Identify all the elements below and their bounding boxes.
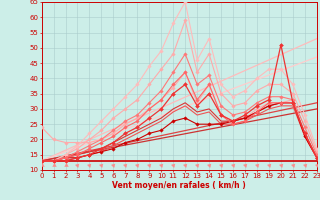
- X-axis label: Vent moyen/en rafales ( km/h ): Vent moyen/en rafales ( km/h ): [112, 181, 246, 190]
